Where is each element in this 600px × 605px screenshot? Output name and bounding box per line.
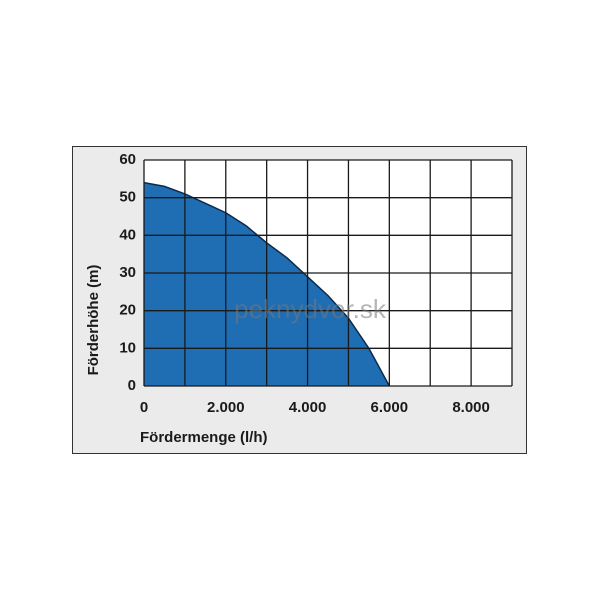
x-tick-label: 2.000 [207,399,245,416]
x-tick-label: 8.000 [452,399,490,416]
x-axis-label: Fördermenge (l/h) [140,429,268,446]
y-axis-label: Förderhöhe (m) [85,265,102,376]
x-tick-label: 4.000 [289,399,327,416]
y-tick-label: 30 [119,264,136,281]
y-tick-label: 10 [119,339,136,356]
y-tick-label: 20 [119,302,136,319]
y-tick-label: 60 [119,151,136,168]
x-tick-label: 6.000 [371,399,409,416]
watermark: peknydvor.sk [234,294,387,324]
y-tick-label: 40 [119,226,136,243]
y-tick-label: 50 [119,189,136,206]
x-tick-label: 0 [140,399,148,416]
y-tick-label: 0 [128,377,136,394]
